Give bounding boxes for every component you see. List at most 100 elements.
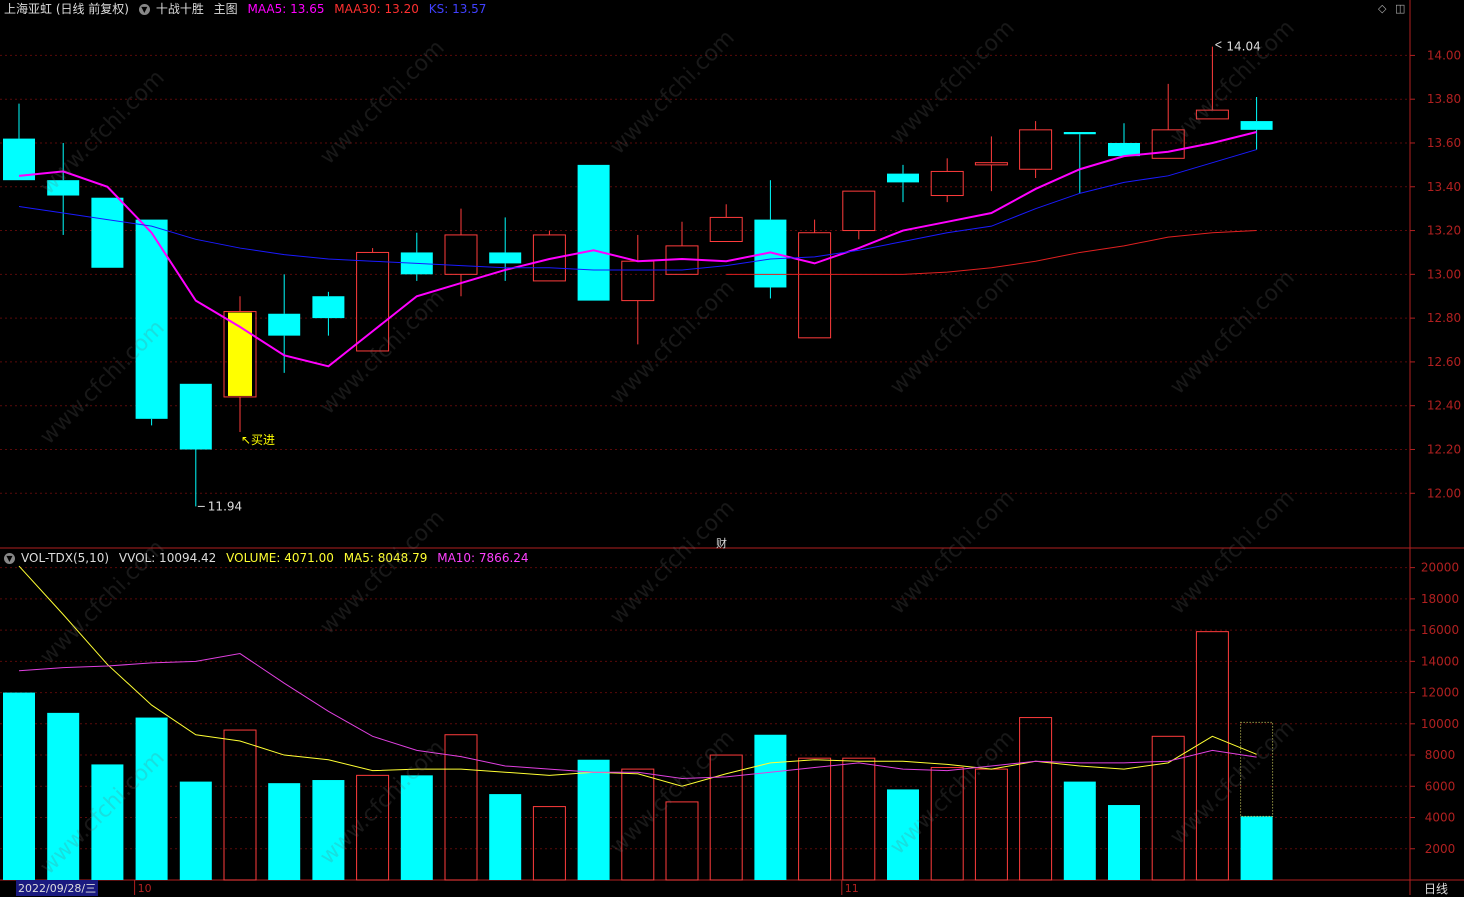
volume-bar [312,780,345,880]
maa5-value: MAA5: 13.65 [247,2,325,16]
candle [135,219,168,426]
month-label: 10 [138,882,152,895]
candle-body [754,219,787,288]
volume-tick-label: 18000 [1421,592,1459,606]
price-tick-label: 14.00 [1427,48,1461,62]
volume-tick-label: 12000 [1421,686,1459,700]
volume-bar [798,757,832,881]
volume-ma10-line [18,652,1257,779]
line-maa30 [726,230,1257,275]
finance-mark[interactable]: 财 [716,537,727,550]
volume-bar [1240,816,1273,880]
candle [1063,132,1096,194]
volume-bar [179,781,212,880]
candle [1019,121,1053,179]
candle [930,158,964,203]
volume-bar [930,767,964,881]
candle [179,383,212,507]
price-tick-label: 12.20 [1427,442,1461,456]
volume-bar [356,774,390,881]
candle [709,204,743,242]
candle-body [887,173,919,183]
volume-bar [444,734,478,881]
price-tick-label: 13.40 [1427,180,1461,194]
candle [1108,123,1140,157]
candle [312,291,345,336]
volume-tick-label: 16000 [1421,623,1459,637]
candle-body [91,197,124,268]
diamond-icon[interactable]: ◇ [1378,2,1387,15]
candle [444,208,478,297]
vol-ma5-value: MA5: 8048.79 [343,551,428,565]
volume-bar [532,806,566,881]
period-label[interactable]: 日线 [1424,882,1449,896]
volume-bar [974,768,1008,881]
vol-indicator-name[interactable]: VOL-TDX(5,10) [21,551,110,565]
volume-bar [577,759,610,880]
candle-body [1240,121,1273,130]
candle-body [179,383,212,450]
volume-tick-label: 8000 [1425,748,1456,762]
candle [91,197,124,268]
candle-body [974,162,1008,166]
volume-ma5-line [18,565,1257,787]
volume-bar [400,775,433,880]
volume-bar [709,754,743,881]
collapse-panel-icon[interactable]: ◫ [1395,2,1406,15]
candle [1195,46,1229,120]
price-tick-label: 12.40 [1427,399,1461,413]
candle [489,217,522,281]
candle-body [621,260,655,302]
volume-bar [47,712,80,880]
dropdown-icon[interactable]: ▼ [4,553,15,564]
vol-ma10-value: MA10: 7866.24 [437,551,529,565]
candle-body [532,234,566,282]
candle [842,190,876,240]
line-ks [18,149,1257,271]
candle-body [444,234,478,275]
cursor-date: 2022/09/28/三 [16,880,99,896]
candle-body [1195,109,1229,120]
line-maa5 [18,131,1257,368]
candle-body [930,170,964,197]
volume-bar [268,783,301,880]
dropdown-icon[interactable]: ▼ [138,4,150,15]
price-tick-label: 12.00 [1427,486,1461,500]
volume-bar [135,717,168,880]
candle-body [1151,129,1185,159]
candle-body [489,252,522,264]
vvol-projection [1240,721,1274,817]
volume-bar [91,764,124,880]
stock-title[interactable]: 上海亚虹 (日线 前复权) [4,2,129,16]
high-arrow [1215,41,1222,49]
volume-bar [223,729,257,881]
price-tick-label: 13.80 [1427,92,1461,106]
candle-body [577,164,610,301]
price-tick-label: 12.60 [1427,355,1461,369]
candle [532,230,566,282]
volume-bar [489,794,522,880]
candle-body [1019,129,1053,170]
volume-tick-label: 4000 [1425,811,1456,825]
panel-label: 主图 [213,2,238,16]
indicator-name[interactable]: 十战十胜 [155,2,204,16]
volume-tick-label: 2000 [1425,842,1456,856]
candle [400,232,433,281]
candle-body [1108,142,1140,157]
volume-value: VOLUME: 4071.00 [226,551,334,565]
candle-body [356,251,390,352]
candle [1240,97,1273,150]
high-price-label: 14.04 [1226,40,1260,54]
candle [356,248,390,352]
candle [974,136,1008,192]
candle [621,234,655,345]
vvol-value: VVOL: 10094.42 [118,551,217,565]
buy-signal-label: ↖买进 [241,433,275,447]
candle [754,180,787,299]
low-price-label: 11.94 [208,499,242,513]
candle-body [3,138,35,181]
candle [577,164,610,301]
volume-bar [1151,735,1185,881]
candle-buy [223,296,257,432]
